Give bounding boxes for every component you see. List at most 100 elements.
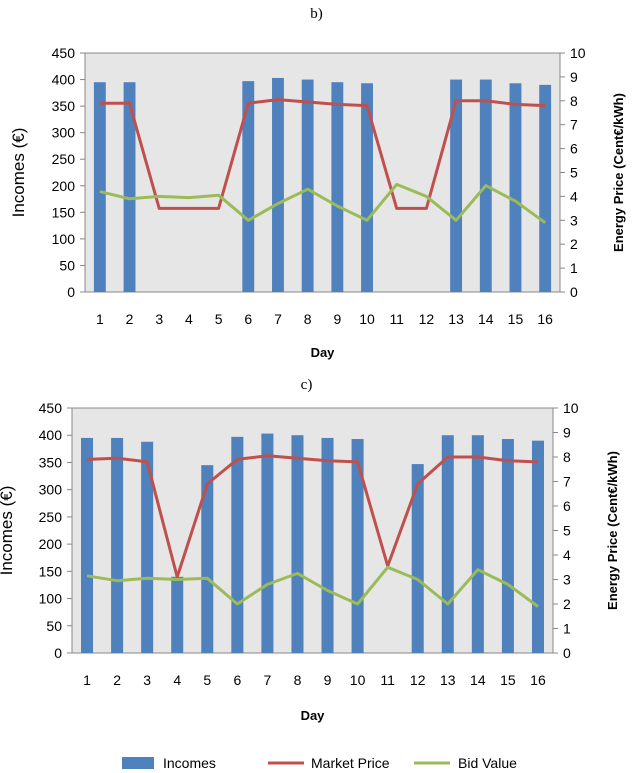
x-tick-label: 7 xyxy=(264,672,272,688)
y2-tick-label: 2 xyxy=(570,236,578,252)
x-tick-label: 13 xyxy=(448,311,464,327)
bar-incomes-day-2 xyxy=(123,82,136,292)
y-tick-label: 400 xyxy=(39,427,63,443)
bar-incomes-day-14 xyxy=(471,435,484,653)
y2-tick-label: 9 xyxy=(563,425,571,441)
x-tick-label: 7 xyxy=(274,311,282,327)
legend-label: Market Price xyxy=(311,755,390,771)
legend-item-bid-value: Bid Value xyxy=(414,755,517,771)
y2-tick-label: 0 xyxy=(563,645,571,661)
x-tick-label: 11 xyxy=(380,672,395,688)
y-tick-label: 450 xyxy=(52,45,76,61)
bar-incomes-day-16 xyxy=(539,84,552,292)
y-axis-label: Incomes (€) xyxy=(0,486,16,576)
bar-incomes-day-12 xyxy=(411,464,424,653)
x-tick-label: 8 xyxy=(294,672,302,688)
y-tick-label: 250 xyxy=(52,151,76,167)
bar-incomes-day-13 xyxy=(450,79,463,292)
y2-tick-label: 0 xyxy=(570,284,578,300)
y2-tick-label: 3 xyxy=(563,572,571,588)
bar-incomes-day-1 xyxy=(93,82,106,292)
x-tick-label: 14 xyxy=(470,672,486,688)
bar-incomes-day-5 xyxy=(201,465,214,653)
x-tick-label: 3 xyxy=(143,672,151,688)
line-bid-value xyxy=(86,565,539,608)
y-tick-label: 400 xyxy=(52,72,76,88)
bar-incomes-day-3 xyxy=(141,441,154,653)
x-tick-label: 9 xyxy=(333,311,341,327)
x-tick-label: 15 xyxy=(500,672,516,688)
legend: Incomes Market Price Bid Value xyxy=(122,755,517,771)
bar-incomes-day-16 xyxy=(531,440,544,653)
legend-label: Bid Value xyxy=(458,755,517,771)
y-tick-label: 450 xyxy=(39,400,63,416)
x-axis-label: Day xyxy=(301,708,326,723)
x-tick-label: 10 xyxy=(359,311,375,327)
x-tick-label: 5 xyxy=(215,311,223,327)
bar-incomes-day-4 xyxy=(171,576,184,653)
bar-incomes-day-6 xyxy=(231,436,244,653)
x-tick-label: 15 xyxy=(508,311,524,327)
y2-tick-label: 8 xyxy=(570,93,578,109)
y2-tick-label: 7 xyxy=(563,474,571,490)
y-tick-label: 250 xyxy=(39,509,63,525)
y-tick-label: 350 xyxy=(39,454,63,470)
legend-label: Incomes xyxy=(163,755,216,771)
y-tick-label: 200 xyxy=(52,178,76,194)
y2-tick-label: 3 xyxy=(570,212,578,228)
bar-incomes-day-10 xyxy=(361,83,373,292)
x-tick-label: 16 xyxy=(537,311,553,327)
y2-tick-label: 10 xyxy=(563,400,579,416)
y-tick-label: 150 xyxy=(52,204,76,220)
legend-item-incomes: Incomes xyxy=(122,755,216,771)
chart-panel-c: c)05010015020025030035040045001234567891… xyxy=(0,377,620,723)
y2-tick-label: 4 xyxy=(570,188,578,204)
bar-incomes-day-13 xyxy=(441,435,454,653)
x-tick-label: 11 xyxy=(389,311,404,327)
y2-axis-label: Energy Price (Cent€/kWh) xyxy=(611,93,626,252)
y-tick-label: 300 xyxy=(39,482,63,498)
x-tick-label: 2 xyxy=(126,311,134,327)
bar-incomes-day-8 xyxy=(291,435,304,653)
y2-tick-label: 6 xyxy=(570,141,578,157)
x-tick-label: 4 xyxy=(185,311,193,327)
y2-axis-label: Energy Price (Cent€/kWh) xyxy=(605,451,620,610)
x-tick-label: 10 xyxy=(350,672,366,688)
line-bid-value xyxy=(99,182,547,224)
x-tick-label: 4 xyxy=(173,672,181,688)
y2-tick-label: 9 xyxy=(570,69,578,85)
y2-tick-label: 5 xyxy=(563,523,571,539)
legend-item-market-price: Market Price xyxy=(268,755,390,771)
bar-incomes-day-8 xyxy=(301,79,314,292)
line-market-price xyxy=(99,98,546,210)
y2-tick-label: 5 xyxy=(570,165,578,181)
y-tick-label: 100 xyxy=(39,591,63,607)
chart-panel-b: b)05010015020025030035040045001234567891… xyxy=(9,6,626,360)
bar-incomes-day-15 xyxy=(509,83,522,292)
x-tick-label: 6 xyxy=(233,672,241,688)
x-tick-label: 3 xyxy=(155,311,163,327)
line-market-price xyxy=(86,454,539,579)
bar-incomes-day-15 xyxy=(501,439,514,653)
x-tick-label: 6 xyxy=(244,311,252,327)
y-tick-label: 50 xyxy=(46,618,62,634)
y2-tick-label: 4 xyxy=(563,547,571,563)
panel-label: b) xyxy=(310,6,323,22)
x-tick-label: 12 xyxy=(419,311,435,327)
y2-tick-label: 6 xyxy=(563,498,571,514)
y-tick-label: 350 xyxy=(52,98,76,114)
x-tick-label: 12 xyxy=(410,672,426,688)
panel-label: c) xyxy=(301,377,313,393)
x-tick-label: 1 xyxy=(83,672,91,688)
x-tick-label: 16 xyxy=(530,672,546,688)
x-tick-label: 14 xyxy=(478,311,494,327)
y2-tick-label: 1 xyxy=(570,260,578,276)
bar-incomes-day-9 xyxy=(321,437,334,653)
x-axis-label: Day xyxy=(311,345,336,360)
bar-incomes-day-2 xyxy=(111,437,124,653)
bar-incomes-day-7 xyxy=(272,77,284,292)
x-tick-label: 1 xyxy=(96,311,104,327)
y2-tick-label: 8 xyxy=(563,449,571,465)
x-tick-label: 13 xyxy=(440,672,456,688)
